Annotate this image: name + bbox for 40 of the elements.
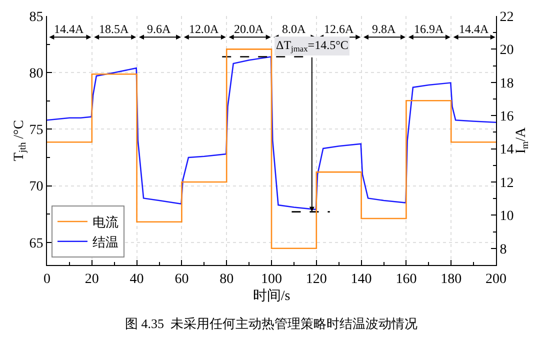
annotation: 20.0A xyxy=(234,22,264,36)
y-tick-label: 75 xyxy=(29,123,44,138)
x-tick-label: 100 xyxy=(261,272,282,287)
annotation: 12.6A xyxy=(324,22,354,36)
y2-tick-label: 10 xyxy=(500,209,514,224)
x-tick-label: 80 xyxy=(220,272,234,287)
annotation: 9.6A xyxy=(147,22,171,36)
annotation: 8.0A xyxy=(282,22,306,36)
y-tick-label: 80 xyxy=(29,66,44,82)
x-axis-title: 时间/s xyxy=(252,288,290,304)
x-tick-label: 180 xyxy=(440,272,462,287)
x-tick-label: 0 xyxy=(44,272,50,287)
y2-tick-label: 16 xyxy=(500,110,514,124)
y2-tick-label: 18 xyxy=(500,76,514,92)
x-tick-label: 120 xyxy=(306,272,327,287)
caption: 图 4.35 未采用任何主动热管理策略时结温波动情况 xyxy=(125,316,418,331)
y-tick-label: 65 xyxy=(29,236,44,252)
y2-tick-label: 22 xyxy=(500,10,514,25)
y-tick-label: 85 xyxy=(29,10,44,25)
x-tick-label: 140 xyxy=(350,272,372,287)
x-tick-label: 20 xyxy=(84,272,99,287)
annotation: 16.9A xyxy=(414,22,444,36)
legend-label: 电流 xyxy=(92,214,118,230)
annotation: 9.8A xyxy=(372,22,396,36)
y2-tick-label: 8 xyxy=(500,242,507,258)
x-tick-label: 40 xyxy=(130,272,144,287)
annotation: 14.4A xyxy=(459,22,489,36)
y2-tick-label: 14 xyxy=(500,142,514,158)
y2-tick-label: 12 xyxy=(500,176,514,191)
x-tick-label: 60 xyxy=(174,272,189,287)
annotation: ΔT$_{jmax}$=14.5°C xyxy=(276,38,348,54)
annotation: 18.5A xyxy=(99,22,129,36)
x-tick-label: 160 xyxy=(396,272,417,287)
legend-label: 结温 xyxy=(92,234,118,250)
y2-tick-label: 20 xyxy=(500,43,514,58)
x-tick-label: 200 xyxy=(486,272,506,287)
annotation: 12.0A xyxy=(189,22,219,36)
line-series xyxy=(47,56,496,210)
annotation: 14.4A xyxy=(54,22,84,36)
y-tick-label: 70 xyxy=(29,180,44,195)
